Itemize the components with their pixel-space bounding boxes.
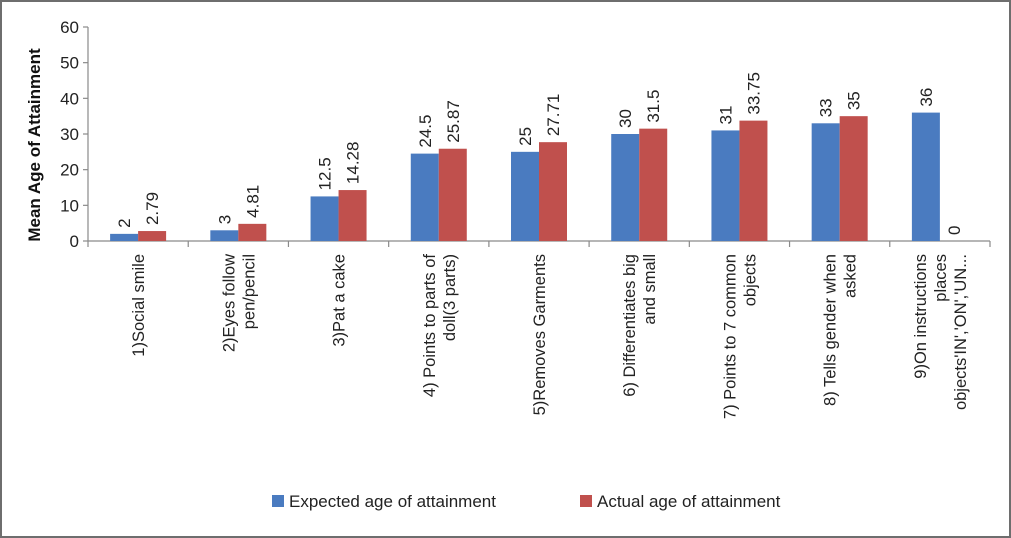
category-label: places (932, 254, 950, 302)
legend: Expected age of attainment Actual age of … (272, 492, 781, 511)
bar-expected (310, 196, 339, 241)
bar-expected (711, 130, 740, 241)
category-label: 3)Pat a cake (331, 254, 349, 347)
data-label: 33 (817, 98, 836, 117)
category-label: 8) Tells gender when (822, 254, 840, 406)
category-label: 5)Removes Garments (531, 254, 549, 415)
y-tick-label: 10 (60, 196, 79, 215)
data-label: 3 (215, 215, 234, 224)
category-label: objects'IN','ON','UN... (952, 254, 970, 410)
bar-expected (911, 112, 940, 241)
category-label: pen/pencil (240, 254, 258, 329)
y-tick-label: 40 (60, 89, 79, 108)
data-label: 33.75 (744, 72, 763, 115)
data-label: 14.28 (344, 142, 363, 185)
category-label: 4) Points to parts of (421, 254, 439, 397)
category-label: 9)On instructions (912, 254, 930, 379)
category-label: 1)Social smile (130, 254, 148, 357)
category-label: 2)Eyes follow (220, 254, 238, 352)
bar-actual (839, 116, 868, 241)
bar-actual (438, 148, 467, 241)
bar-actual (138, 231, 167, 241)
y-tick-label: 60 (60, 18, 79, 37)
legend-swatch-actual (580, 495, 592, 507)
bar-expected (210, 230, 239, 241)
data-label: 31 (716, 106, 735, 125)
data-labels: 2 3 12.5 24.5 25 30 31 33 36 2.79 4.81 14.28 25.87 27… (115, 72, 964, 235)
bar-actual (639, 128, 668, 241)
data-label: 4.81 (243, 185, 262, 218)
y-tick-label: 0 (70, 232, 79, 251)
bar-expected (511, 151, 539, 241)
bar-expected (410, 153, 439, 241)
data-label: 25 (516, 127, 535, 146)
data-label: 25.87 (444, 100, 463, 143)
data-label: 30 (616, 109, 635, 128)
y-tick-label: 30 (60, 125, 79, 144)
y-axis-label: Mean Age of Attainment (25, 48, 44, 242)
legend-label: Expected age of attainment (289, 492, 496, 511)
category-label: 7) Points to 7 common (721, 254, 739, 419)
data-label: 0 (945, 226, 964, 235)
bar-actual (238, 223, 267, 241)
bar-expected (811, 123, 840, 241)
bar-actual (539, 142, 567, 241)
data-label: 31.5 (644, 90, 663, 123)
category-label: doll(3 parts) (441, 254, 459, 341)
y-axis: 0 10 20 30 40 50 60 (60, 18, 89, 251)
category-label: 6) Differentiates big (621, 254, 639, 397)
x-axis (87, 240, 991, 247)
bars (110, 112, 940, 241)
y-tick-label: 20 (60, 161, 79, 180)
category-label: and small (641, 254, 659, 325)
bar-expected (110, 233, 139, 241)
data-label: 36 (917, 88, 936, 107)
category-label: asked (842, 254, 860, 298)
y-tick-label: 50 (60, 54, 79, 73)
category-label: objects (741, 254, 759, 306)
bar-actual (338, 190, 367, 241)
legend-swatch-expected (272, 495, 284, 507)
data-label: 2.79 (143, 192, 162, 225)
data-label: 12.5 (316, 157, 335, 190)
data-label: 24.5 (416, 115, 435, 148)
category-labels: 1)Social smile 2)Eyes follow pen/pencil 3)P… (130, 254, 970, 419)
data-label: 2 (115, 218, 134, 227)
data-label: 35 (845, 91, 864, 110)
bar-expected (611, 134, 640, 241)
bar-actual (739, 120, 768, 241)
legend-label: Actual age of attainment (597, 492, 781, 511)
data-label: 27.71 (544, 94, 563, 137)
